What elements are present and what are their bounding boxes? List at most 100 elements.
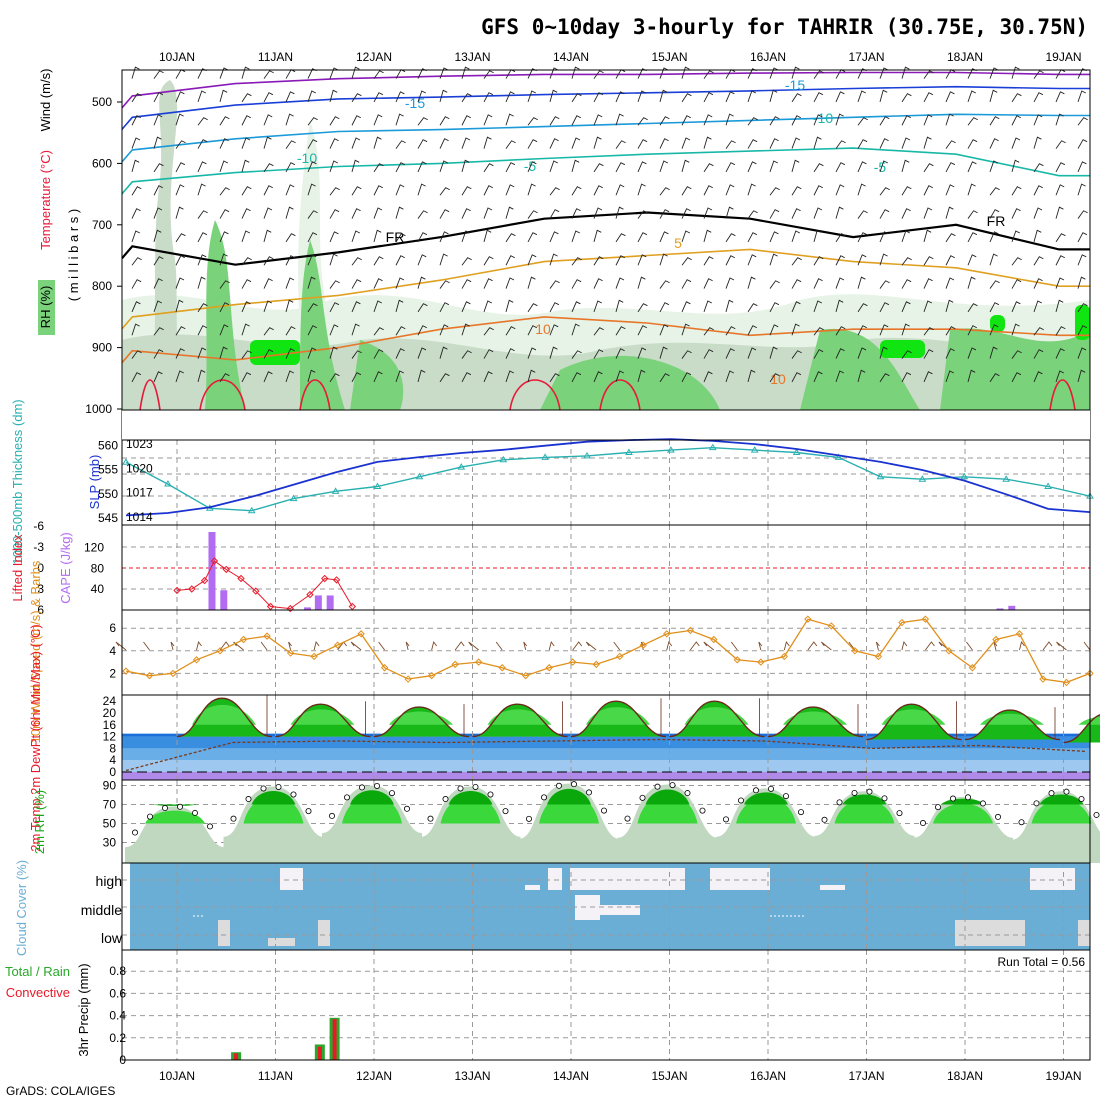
wind-barb <box>241 186 252 196</box>
thickness-tick-label: 555 <box>98 463 118 477</box>
cloud-gap <box>570 868 685 890</box>
wind-barb <box>835 326 846 336</box>
rh-area-base <box>322 785 422 863</box>
bottom-date-label: 17JAN <box>848 1069 884 1083</box>
wind-barb <box>395 113 404 126</box>
wind-barb <box>835 162 846 173</box>
rh-marker <box>881 795 888 802</box>
wind-barb <box>131 350 142 359</box>
wind-barb <box>813 185 824 196</box>
wind-barb <box>285 299 294 313</box>
wind-barb <box>725 184 735 196</box>
bottom-date-label: 16JAN <box>750 1069 786 1083</box>
wind-barb <box>989 373 1000 383</box>
wind-barb <box>835 206 844 219</box>
rh-shade-green <box>940 328 1090 410</box>
wind-barb <box>725 140 736 149</box>
wind-10m-barb <box>758 641 763 651</box>
wind-barb <box>989 116 1000 126</box>
wind-barb <box>571 279 582 289</box>
contour-label: FR <box>987 213 1006 229</box>
wind-barb <box>769 67 779 79</box>
rh-marker <box>556 782 563 789</box>
wind-barb <box>263 185 274 196</box>
wind-barb <box>329 253 338 266</box>
wind-barb <box>615 184 625 196</box>
wind-barb <box>571 257 582 266</box>
lifted-index-line <box>176 560 353 610</box>
cloud-level-label: low <box>101 930 123 946</box>
wind-barb <box>329 89 338 103</box>
top-date-label: 10JAN <box>159 50 195 64</box>
wind-barb <box>1033 229 1042 243</box>
lifted-index-marker <box>200 576 209 585</box>
rh-marker <box>206 823 213 830</box>
wind-barb <box>857 325 868 336</box>
wind-barb <box>637 369 646 383</box>
wind-barb <box>593 349 604 359</box>
wind-barb <box>505 370 515 383</box>
wind-barb <box>659 302 670 313</box>
wind-barb <box>285 184 295 196</box>
rh-area-base <box>617 784 718 863</box>
wind-barb <box>417 210 428 219</box>
wind-speed-marker <box>945 647 953 655</box>
wind-barb <box>1033 349 1044 359</box>
wind-10m-barb <box>613 641 621 651</box>
temp-line <box>472 703 568 738</box>
wind-barb <box>351 137 361 149</box>
wind-barb <box>197 325 208 336</box>
wind-barb <box>1011 301 1021 313</box>
rh-marker <box>245 796 252 803</box>
wind-barb <box>681 279 692 289</box>
wind-barb <box>153 185 164 196</box>
wind-barb <box>483 185 494 196</box>
wind-barb <box>703 278 713 289</box>
wind-barb <box>1077 183 1086 196</box>
rh-marker <box>526 815 533 822</box>
wind-barb <box>373 70 384 79</box>
wind-barb <box>461 208 471 219</box>
wind-barb <box>1055 233 1066 243</box>
wind-barb <box>395 326 406 336</box>
temp-tick-label: 24 <box>103 694 117 708</box>
wind-barb <box>417 276 426 289</box>
wind-barb <box>263 256 274 266</box>
wind-barb <box>373 349 384 359</box>
wind-barb <box>879 138 889 149</box>
wind-barb <box>197 161 207 173</box>
wind-barb <box>615 162 626 173</box>
wind-barb <box>373 207 383 219</box>
cloud-gap <box>710 868 770 890</box>
wind-barb <box>439 160 449 173</box>
credit-text: GrADS: COLA/IGES <box>6 1084 115 1098</box>
wind-barb <box>791 93 802 103</box>
wind-barb <box>153 92 164 103</box>
wind-barb <box>989 302 1000 313</box>
wind-barb <box>285 370 295 383</box>
wind-barb <box>527 325 538 336</box>
wind-barb <box>593 278 603 289</box>
wind-10m-barb <box>313 640 320 651</box>
wind-barb <box>967 325 978 336</box>
wind-10m-barb <box>350 641 362 651</box>
rh-marker <box>950 795 957 802</box>
wind-barb <box>593 92 604 103</box>
cloud-gap <box>820 885 845 890</box>
wind-barb <box>747 210 758 219</box>
wind-barb <box>373 163 384 173</box>
cape-tick-label: 80 <box>91 561 105 575</box>
wind-barb <box>439 324 449 336</box>
wind-barb <box>835 299 844 313</box>
top-date-label: 18JAN <box>947 50 983 64</box>
wind-barb <box>373 327 384 336</box>
wind-barb <box>1077 347 1087 359</box>
wind-barb <box>857 369 866 383</box>
rh-area-top <box>350 790 394 805</box>
wind-barb <box>637 90 647 103</box>
wind-10m-barb <box>454 641 465 651</box>
wind-barb <box>549 67 559 79</box>
wind-barb <box>945 184 955 196</box>
wind-barb <box>769 231 779 243</box>
wind-barb <box>989 187 1000 196</box>
